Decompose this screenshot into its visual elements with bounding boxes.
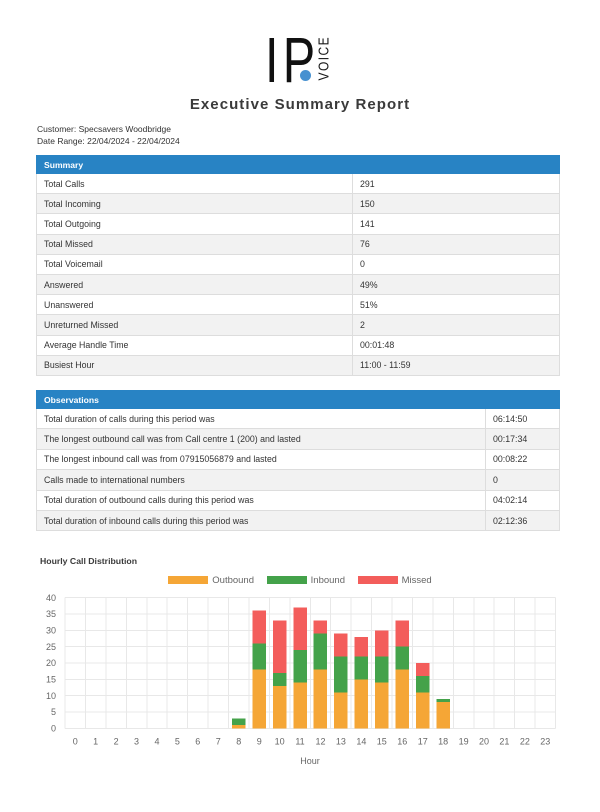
- svg-text:20: 20: [46, 658, 56, 668]
- svg-text:5: 5: [175, 737, 180, 747]
- svg-text:15: 15: [46, 675, 56, 685]
- svg-text:1: 1: [93, 737, 98, 747]
- svg-text:4: 4: [154, 737, 159, 747]
- svg-text:9: 9: [257, 737, 262, 747]
- svg-text:Hour: Hour: [300, 756, 320, 766]
- svg-text:5: 5: [51, 707, 56, 717]
- svg-text:11: 11: [295, 737, 304, 747]
- svg-text:17: 17: [418, 737, 428, 747]
- svg-text:3: 3: [134, 737, 139, 747]
- svg-text:22: 22: [520, 737, 530, 747]
- svg-text:7: 7: [216, 737, 221, 747]
- svg-text:2: 2: [114, 737, 119, 747]
- svg-text:18: 18: [438, 737, 448, 747]
- svg-text:6: 6: [195, 737, 200, 747]
- svg-text:14: 14: [356, 737, 366, 747]
- svg-text:12: 12: [315, 737, 325, 747]
- svg-text:10: 10: [275, 737, 285, 747]
- svg-text:0: 0: [73, 737, 78, 747]
- svg-text:25: 25: [46, 642, 56, 652]
- svg-text:20: 20: [479, 737, 489, 747]
- svg-text:15: 15: [377, 737, 387, 747]
- svg-text:0: 0: [51, 724, 56, 734]
- svg-text:16: 16: [397, 737, 407, 747]
- svg-text:21: 21: [499, 737, 509, 747]
- svg-text:8: 8: [236, 737, 241, 747]
- svg-text:10: 10: [46, 691, 56, 701]
- svg-text:23: 23: [540, 737, 550, 747]
- svg-text:13: 13: [336, 737, 346, 747]
- svg-text:35: 35: [46, 609, 56, 619]
- svg-text:40: 40: [46, 593, 56, 603]
- svg-text:19: 19: [459, 737, 469, 747]
- svg-text:30: 30: [46, 626, 56, 636]
